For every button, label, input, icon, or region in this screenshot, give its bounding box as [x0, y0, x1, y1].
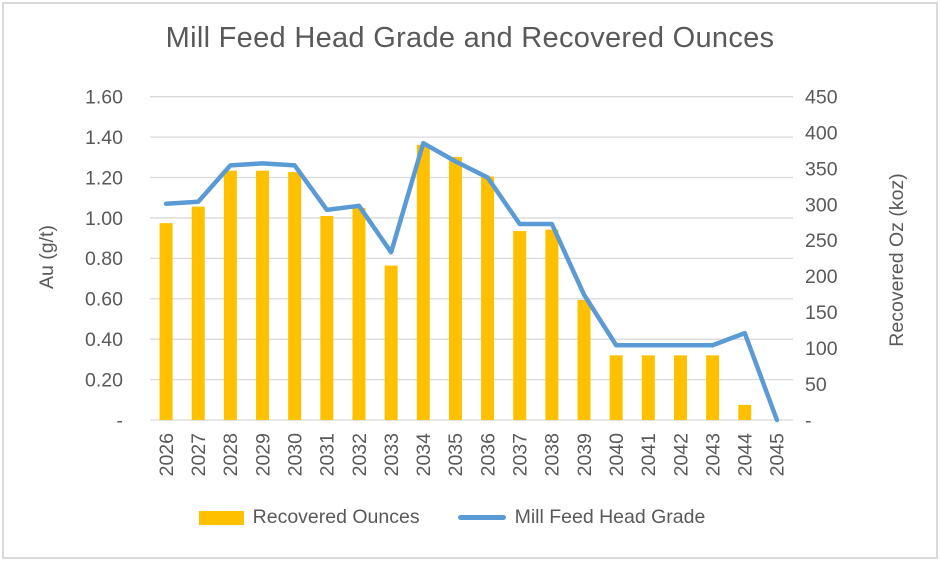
- right-axis-title: Recovered Oz (koz): [886, 173, 908, 346]
- x-axis-tick-label: 2031: [317, 433, 339, 476]
- left-axis-tick-label: 0.20: [85, 369, 123, 391]
- bar: [416, 144, 430, 420]
- bar: [641, 355, 655, 420]
- legend-label-head-grade: Mill Feed Head Grade: [514, 506, 706, 528]
- x-axis-tick-label: 2034: [413, 433, 435, 477]
- bar: [481, 176, 495, 420]
- bar: [223, 170, 237, 420]
- left-axis-tick-label: 1.00: [85, 208, 123, 230]
- bar: [448, 157, 462, 421]
- x-axis-tick-label: 2041: [638, 433, 660, 476]
- x-axis-tick-label: 2042: [670, 433, 692, 476]
- bar: [191, 206, 205, 420]
- right-axis-tick-label: -: [805, 410, 812, 432]
- left-axis-title: Au (g/t): [36, 225, 58, 289]
- x-axis-tick-label: 2038: [542, 433, 564, 476]
- left-axis-tick-label: 0.40: [85, 329, 123, 351]
- x-axis-tick-label: 2026: [156, 433, 178, 476]
- bar: [513, 231, 527, 420]
- x-axis-tick-label: 2035: [445, 433, 467, 477]
- bar: [673, 355, 687, 420]
- left-axis-tick-label: 0.60: [85, 289, 123, 311]
- bar: [738, 404, 752, 420]
- x-axis-tick-label: 2036: [477, 433, 499, 476]
- legend-label-recovered-ounces: Recovered Ounces: [252, 506, 420, 528]
- bar: [577, 300, 591, 420]
- bar: [256, 170, 270, 420]
- bar: [288, 172, 302, 420]
- x-axis-tick-label: 2030: [285, 433, 307, 477]
- left-axis-tick-label: 1.40: [85, 127, 123, 149]
- x-axis-tick-label: 2044: [735, 433, 757, 477]
- line-series-swatch-icon: [457, 515, 506, 520]
- right-axis-tick-label: 200: [805, 266, 838, 288]
- x-axis-tick-label: 2033: [381, 433, 403, 476]
- grade-line: [163, 140, 780, 423]
- left-axis-tick-label: 1.60: [85, 87, 123, 109]
- left-axis-tick-label: -: [117, 410, 124, 432]
- bar: [159, 223, 173, 420]
- right-axis-tick-label: 400: [805, 122, 838, 144]
- right-axis-tick-label: 100: [805, 338, 838, 360]
- bar: [609, 355, 623, 420]
- chart-title: Mill Feed Head Grade and Recovered Ounce…: [165, 22, 775, 54]
- right-axis-tick-label: 250: [805, 230, 838, 252]
- x-axis-tick-label: 2037: [510, 433, 532, 476]
- bar: [320, 215, 334, 420]
- x-axis-tick-label: 2040: [606, 433, 628, 477]
- x-axis-tick-label: 2028: [220, 433, 242, 476]
- right-axis-tick-label: 450: [805, 87, 838, 109]
- legend: Recovered Ounces Mill Feed Head Grade: [0, 506, 922, 529]
- x-axis-tick-label: 2039: [574, 433, 596, 476]
- legend-item-recovered-ounces: Recovered Ounces: [198, 506, 420, 529]
- right-axis-tick-label: 50: [805, 374, 827, 396]
- x-axis-tick-label: 2045: [767, 433, 789, 477]
- right-axis-tick-label: 300: [805, 194, 838, 216]
- legend-item-head-grade: Mill Feed Head Grade: [457, 506, 706, 529]
- x-axis-tick-label: 2027: [188, 433, 210, 476]
- x-axis-tick-label: 2032: [349, 433, 371, 476]
- right-axis-tick-label: 150: [805, 302, 838, 324]
- bar: [545, 229, 559, 420]
- x-axis-tick-label: 2029: [252, 433, 274, 476]
- x-axis-tick-label: 2043: [702, 433, 724, 476]
- left-axis-tick-label: 1.20: [85, 167, 123, 189]
- bar: [706, 355, 720, 420]
- right-axis-tick-label: 350: [805, 158, 838, 180]
- bar: [352, 208, 366, 420]
- left-axis-tick-label: 0.80: [85, 248, 123, 270]
- bar: [384, 265, 398, 420]
- bar-series-swatch-icon: [198, 510, 244, 525]
